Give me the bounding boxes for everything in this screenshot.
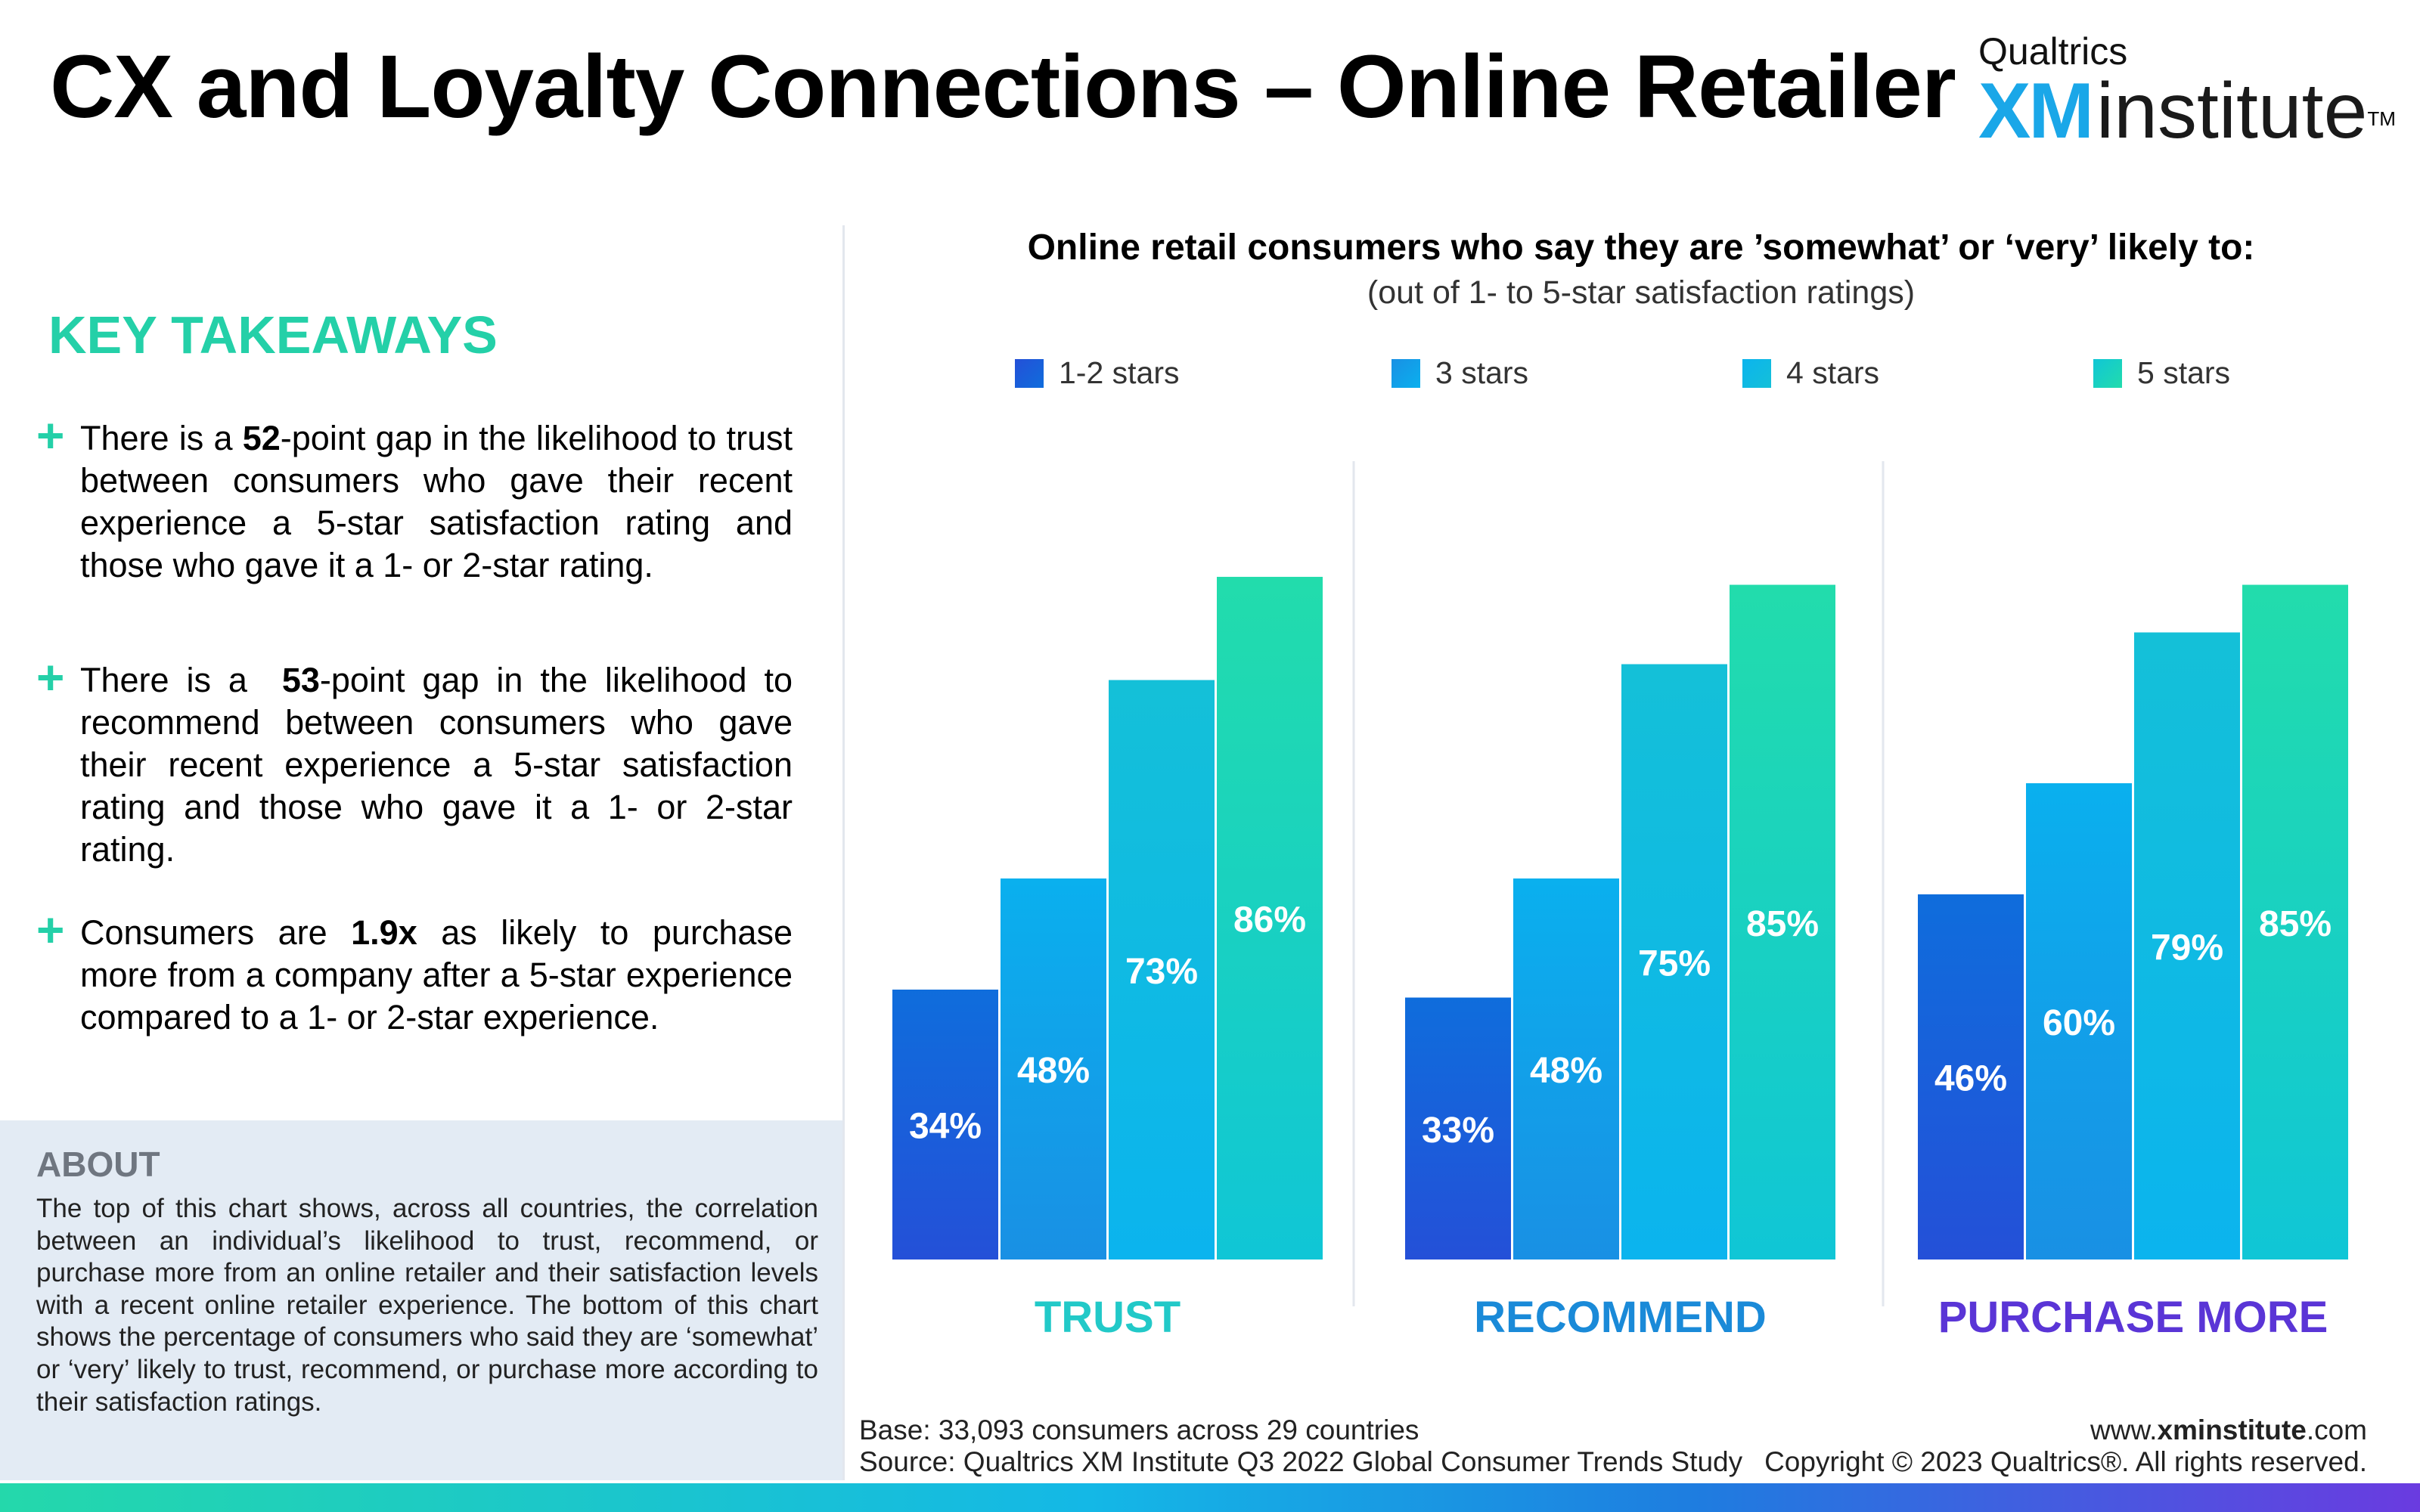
plus-icon: + [36, 408, 65, 463]
plus-icon: + [36, 903, 65, 957]
bar-value-label: 48% [1530, 1051, 1602, 1091]
bar [2134, 632, 2240, 1259]
category-label: PURCHASE MORE [1938, 1293, 2328, 1342]
legend-swatch [1015, 359, 1044, 388]
bar [1001, 878, 1106, 1259]
takeaway-highlight: 53 [281, 661, 320, 699]
legend-item: 3 stars [1392, 352, 1528, 393]
bar [1621, 664, 1727, 1259]
brand-institute: institute [2096, 67, 2368, 155]
base-note: Base: 33,093 consumers across 29 countri… [859, 1414, 1419, 1445]
bar [1405, 997, 1511, 1259]
legend-item: 5 stars [2093, 352, 2230, 393]
takeaway-item: + Consumers are 1.9x as likely to purcha… [36, 906, 793, 1039]
category-label: TRUST [1035, 1293, 1181, 1342]
bar-value-label: 33% [1422, 1111, 1494, 1151]
bar-value-label: 73% [1125, 952, 1198, 992]
vertical-divider [842, 225, 845, 1480]
legend-item: 1-2 stars [1015, 352, 1180, 393]
bar-chart: 34% 48% 73% 86% TRUST 33% 48% 75% 85% RECOMMEND 46… [892, 461, 2348, 1342]
bar [1918, 894, 2024, 1259]
bar [1217, 577, 1323, 1259]
category-label: RECOMMEND [1474, 1293, 1767, 1342]
legend-label: 4 stars [1786, 355, 1880, 390]
bar-value-label: 46% [1934, 1059, 2007, 1099]
bar-value-label: 85% [2259, 904, 2332, 944]
takeaway-text: There is a 53-point gap in the likelihoo… [80, 661, 802, 869]
about-panel [0, 1120, 842, 1480]
legend-label: 3 stars [1435, 355, 1529, 390]
takeaway-text: Consumers are 1.9x as likely to purchase… [80, 913, 793, 1036]
copyright-notice: Copyright © 2023 Qualtrics®. All rights … [1764, 1446, 2367, 1477]
bar-value-label: 85% [1746, 904, 1819, 944]
key-takeaways-heading: KEY TAKEAWAYS [48, 305, 498, 364]
bar-value-label: 79% [2151, 928, 2223, 968]
about-heading: ABOUT [36, 1145, 160, 1184]
bar [2242, 584, 2348, 1259]
bar [1109, 680, 1215, 1259]
bottom-gradient-bar [0, 1483, 2420, 1512]
takeaway-item: + There is a 52-point gap in the likelih… [36, 411, 793, 587]
legend-swatch [2093, 359, 2122, 388]
bar-value-label: 48% [1017, 1051, 1090, 1091]
brand-xm: XM [1978, 67, 2094, 155]
legend-item: 4 stars [1742, 352, 1879, 393]
brand-company: Qualtrics [1978, 30, 2128, 73]
bar-value-label: 34% [909, 1107, 982, 1147]
about-text: The top of this chart shows, across all … [36, 1194, 818, 1417]
takeaway-item: + There is a 53-point gap in the likelih… [36, 653, 802, 871]
page-title: CX and Loyalty Connections – Online Reta… [50, 37, 1956, 137]
bar-value-label: 86% [1233, 900, 1306, 940]
chart-title: Online retail consumers who say they are… [1027, 228, 2255, 268]
legend-label: 5 stars [2137, 355, 2231, 390]
brand-trademark: TM [2367, 107, 2396, 130]
chart-subtitle: (out of 1- to 5-star satisfaction rating… [1367, 274, 1916, 311]
bar-value-label: 75% [1638, 943, 1711, 984]
bar [1730, 584, 1835, 1259]
bar [2026, 783, 2132, 1259]
source-note: Source: Qualtrics XM Institute Q3 2022 G… [859, 1446, 1743, 1477]
brand-logo: XMinstituteTM [1978, 70, 2396, 153]
takeaway-highlight: 1.9x [351, 913, 417, 952]
takeaway-highlight: 52 [242, 419, 281, 457]
legend-swatch [1392, 359, 1420, 388]
website-link[interactable]: www.xminstitute.com [2090, 1414, 2367, 1445]
bar [1513, 878, 1619, 1259]
legend-label: 1-2 stars [1059, 355, 1180, 390]
bar-value-label: 60% [2043, 1003, 2115, 1043]
bar [892, 990, 998, 1259]
plus-icon: + [36, 650, 65, 705]
takeaway-text: There is a 52-point gap in the likelihoo… [80, 419, 793, 584]
legend-swatch [1742, 359, 1771, 388]
